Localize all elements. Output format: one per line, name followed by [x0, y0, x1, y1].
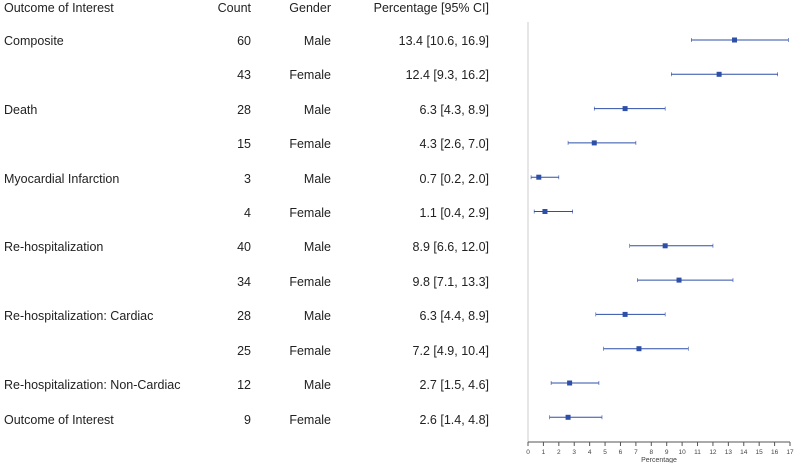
- row-gender: Female: [289, 206, 331, 220]
- row-percentage: 2.7 [1.5, 4.6]: [419, 378, 490, 392]
- row-count: 9: [244, 413, 251, 427]
- row-percentage: 12.4 [9.3, 16.2]: [405, 68, 489, 82]
- row-count: 60: [237, 34, 251, 48]
- row-percentage: 4.3 [2.6, 7.0]: [419, 137, 490, 151]
- point-estimate: [542, 209, 548, 214]
- x-tick-label: 6: [619, 449, 623, 456]
- row-count: 28: [237, 103, 251, 117]
- point-estimate: [676, 277, 682, 283]
- row-percentage: 8.9 [6.6, 12.0]: [412, 240, 489, 254]
- x-tick-label: 1: [542, 449, 546, 456]
- x-tick-label: 11: [694, 449, 701, 456]
- x-tick-label: 13: [725, 449, 733, 456]
- row-count: 12: [237, 378, 251, 392]
- x-tick-label: 16: [771, 449, 779, 456]
- x-tick-label: 4: [588, 449, 592, 456]
- x-tick-label: 5: [603, 449, 607, 456]
- point-estimate: [565, 414, 571, 420]
- row-gender: Female: [289, 413, 331, 427]
- x-tick-label: 10: [679, 449, 687, 456]
- row-count: 40: [237, 240, 251, 254]
- row-gender: Male: [303, 172, 331, 186]
- row-percentage: 9.8 [7.1, 13.3]: [412, 275, 489, 289]
- row-gender: Male: [303, 378, 331, 392]
- row-gender: Female: [289, 344, 331, 358]
- row-count: 28: [237, 309, 251, 323]
- header-count: Count: [217, 1, 251, 15]
- row-gender: Male: [303, 240, 331, 254]
- row-count: 25: [237, 344, 251, 358]
- row-outcome: Death: [4, 103, 38, 117]
- row-count: 4: [244, 206, 251, 220]
- x-tick-label: 9: [665, 449, 669, 456]
- row-gender: Male: [303, 103, 331, 117]
- x-axis-label: Percentage: [641, 457, 677, 463]
- row-gender: Female: [289, 275, 331, 289]
- point-estimate: [622, 106, 628, 112]
- header-gender: Gender: [289, 1, 331, 15]
- row-percentage: 13.4 [10.6, 16.9]: [398, 34, 489, 48]
- point-estimate: [662, 243, 668, 249]
- x-tick-label: 0: [526, 449, 530, 456]
- row-outcome: Re-hospitalization: Non-Cardiac: [4, 378, 181, 392]
- row-percentage: 2.6 [1.4, 4.8]: [419, 413, 490, 427]
- x-tick-label: 14: [740, 449, 748, 456]
- x-tick-label: 2: [557, 449, 561, 456]
- row-outcome: Composite: [4, 34, 64, 48]
- row-percentage: 7.2 [4.9, 10.4]: [412, 344, 489, 358]
- row-count: 3: [244, 172, 251, 186]
- row-percentage: 0.7 [0.2, 2.0]: [419, 172, 490, 186]
- row-gender: Female: [289, 68, 331, 82]
- row-percentage: 6.3 [4.4, 8.9]: [419, 309, 490, 323]
- x-tick-label: 3: [572, 449, 576, 456]
- point-estimate: [636, 346, 642, 352]
- row-count: 43: [237, 68, 251, 82]
- row-gender: Male: [303, 34, 331, 48]
- x-tick-label: 7: [634, 449, 638, 456]
- row-outcome: Myocardial Infarction: [4, 172, 120, 186]
- point-estimate: [716, 71, 722, 77]
- row-percentage: 6.3 [4.3, 8.9]: [419, 103, 490, 117]
- header-outcome: Outcome of Interest: [4, 1, 114, 15]
- point-estimate: [536, 174, 542, 180]
- point-estimate: [591, 140, 597, 146]
- header-percentage: Percentage [95% CI]: [373, 1, 489, 15]
- row-gender: Female: [289, 137, 331, 151]
- point-estimate: [732, 37, 738, 43]
- row-outcome: Re-hospitalization: Cardiac: [4, 309, 154, 323]
- row-count: 34: [237, 275, 251, 289]
- row-outcome: Outcome of Interest: [4, 413, 114, 427]
- x-tick-label: 15: [756, 449, 764, 456]
- point-estimate: [567, 380, 573, 386]
- x-tick-label: 12: [709, 449, 717, 456]
- row-gender: Male: [303, 309, 331, 323]
- row-count: 15: [237, 137, 251, 151]
- x-tick-label: 8: [649, 449, 653, 456]
- point-estimate: [622, 311, 628, 317]
- x-tick-label: 17: [786, 449, 794, 456]
- row-outcome: Re-hospitalization: [4, 240, 104, 254]
- row-percentage: 1.1 [0.4, 2.9]: [419, 206, 490, 220]
